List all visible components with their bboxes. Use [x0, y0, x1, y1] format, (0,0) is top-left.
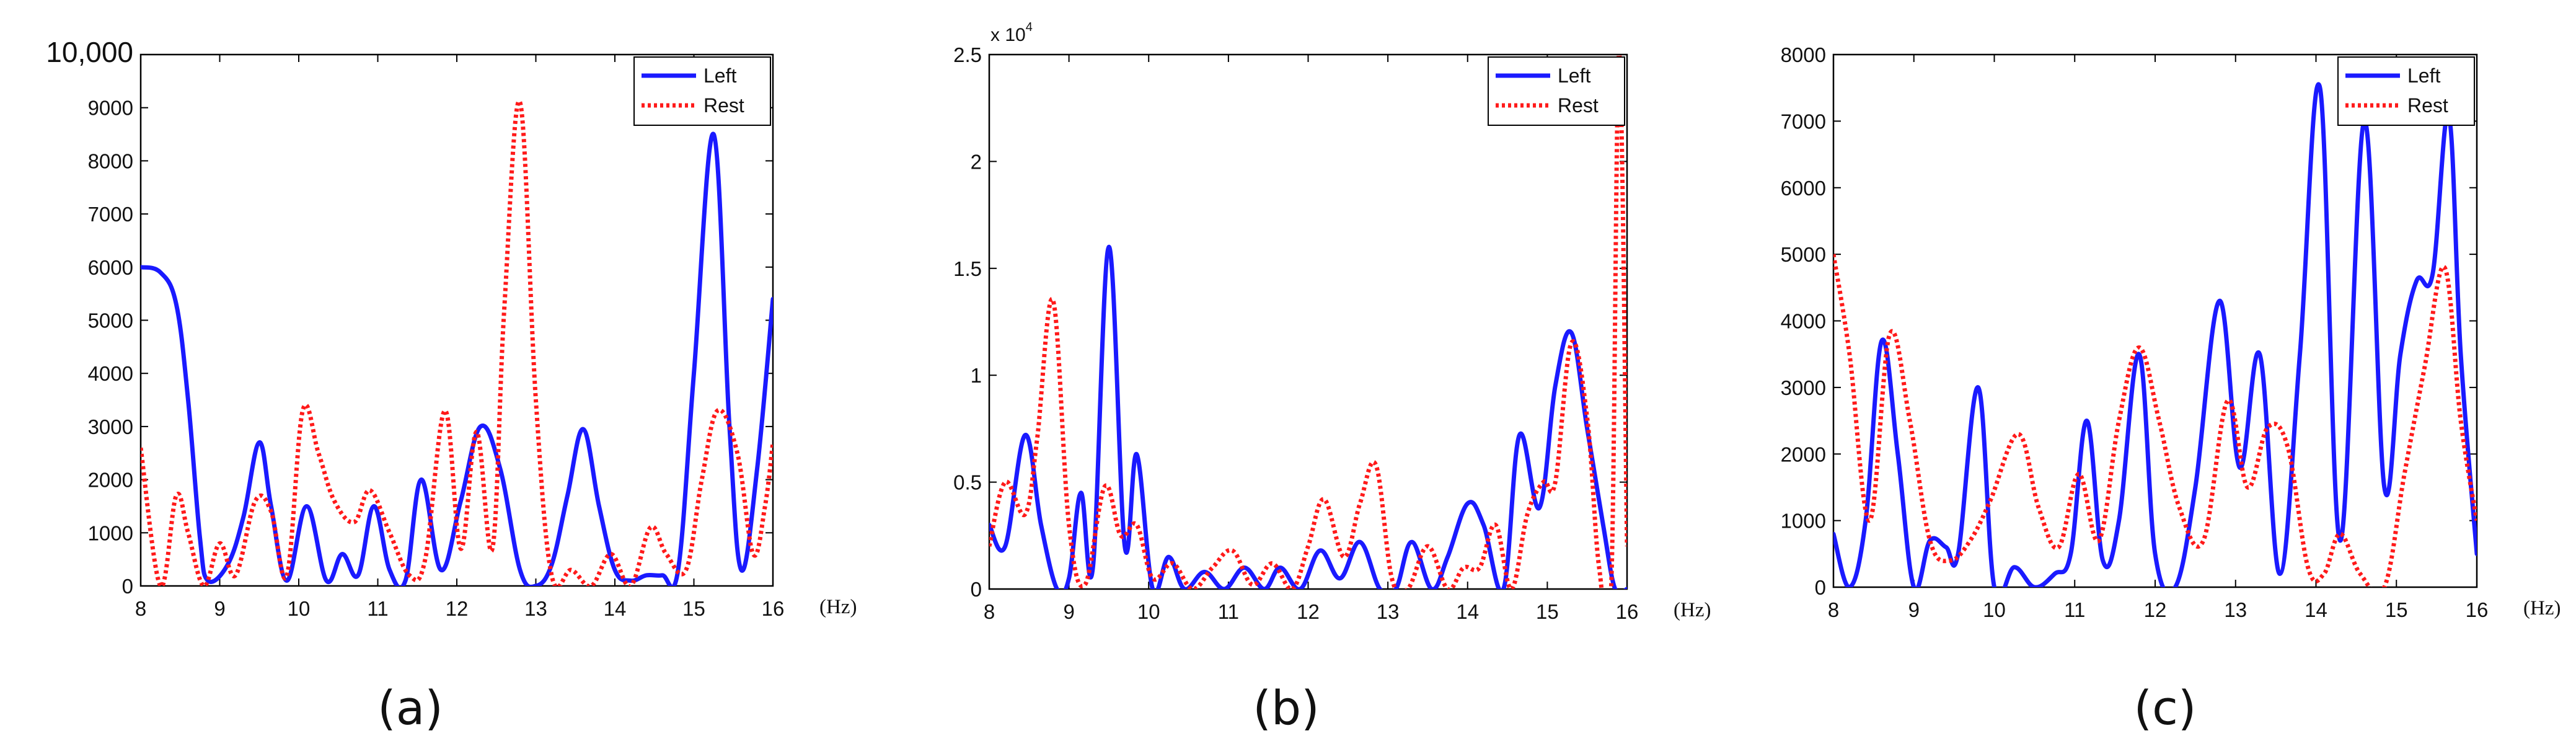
chart-panel-a: 8 9 10 11 12 13 14 15 16 (Hz) 0 1000 2000 3000 4000 500… — [46, 36, 857, 735]
x-tick-label: 10 — [288, 597, 311, 620]
y-tick-label: 4000 — [1781, 310, 1826, 333]
series-line-rest — [989, 55, 1627, 589]
x-tick-label: 13 — [524, 597, 547, 620]
x-tick-label: 8 — [135, 597, 146, 620]
y-tick-label: 1.5 — [953, 257, 982, 280]
y-tick-label: 6000 — [88, 256, 133, 279]
x-tick-label: 12 — [2144, 598, 2167, 621]
x-tick-label: 15 — [2385, 598, 2408, 621]
series-line-left — [989, 244, 1627, 589]
legend-label-rest: Rest — [1558, 94, 1599, 117]
x-tick-label: 15 — [682, 597, 705, 620]
x-tick-label: 11 — [1218, 600, 1239, 623]
legend-label-left: Left — [704, 64, 736, 87]
y-tick-label: 0 — [1815, 576, 1826, 599]
y-tick-label: 9000 — [88, 97, 133, 120]
panel-caption-b: (b) — [1253, 680, 1320, 735]
x-unit-label: (Hz) — [819, 596, 857, 618]
chart-panel-c: 8 9 10 11 12 13 14 15 16 (Hz) 0 1000 2000 3000 4000 500… — [1781, 43, 2561, 735]
x-tick-label: 12 — [446, 597, 469, 620]
panel-caption-a: (a) — [377, 680, 443, 735]
x-tick-label: 13 — [1377, 600, 1400, 623]
x-tick-label: 16 — [1616, 600, 1639, 623]
x-tick-label: 13 — [2224, 598, 2247, 621]
legend: Left Rest — [633, 56, 771, 126]
x-tick-label: 16 — [2466, 598, 2489, 621]
y-tick-label: 2.5 — [953, 43, 982, 66]
x-tick-label: 14 — [1456, 600, 1479, 623]
y-tick-label: 2000 — [88, 469, 133, 492]
x-tick-label: 15 — [1536, 600, 1559, 623]
legend-label-left: Left — [2407, 64, 2440, 87]
y-tick-label: 10,000 — [46, 36, 133, 68]
y-tick-label: 2 — [971, 150, 982, 173]
chart-panel-b: 8 9 10 11 12 13 14 15 16 (Hz) 0 0.5 1 1.5 2 2.5 x 104 Lef… — [953, 20, 1711, 735]
legend-label-rest: Rest — [2407, 94, 2448, 117]
x-tick-label: 11 — [367, 597, 388, 620]
y-tick-label: 7000 — [1781, 110, 1826, 133]
x-tick-label: 9 — [1908, 598, 1920, 621]
x-tick-label: 10 — [1137, 600, 1160, 623]
y-tick-label: 1000 — [88, 521, 133, 544]
y-tick-label: 1 — [971, 364, 982, 387]
legend-box — [2337, 56, 2475, 126]
series-line-rest — [141, 99, 773, 586]
y-tick-label: 3000 — [88, 415, 133, 438]
series-line-left — [141, 131, 773, 586]
y-exponent-power: 4 — [1026, 20, 1033, 34]
y-tick-label: 8000 — [88, 149, 133, 172]
plot-area — [1832, 53, 2478, 588]
legend: Left Rest — [1488, 56, 1625, 126]
y-tick-label: 3000 — [1781, 376, 1826, 399]
y-tick-label: 2000 — [1781, 443, 1826, 466]
y-tick-label: 0 — [122, 575, 133, 598]
x-tick-label: 9 — [1063, 600, 1074, 623]
x-tick-label: 12 — [1297, 600, 1320, 623]
legend-box — [633, 56, 771, 126]
panel-caption-c: (c) — [2133, 680, 2196, 735]
y-tick-label: 5000 — [1781, 243, 1826, 266]
y-tick-label: 7000 — [88, 203, 133, 226]
x-unit-label: (Hz) — [1674, 599, 1711, 621]
y-tick-label: 1000 — [1781, 510, 1826, 533]
y-exponent-base: x 10 — [990, 25, 1026, 45]
y-tick-label: 6000 — [1781, 177, 1826, 200]
x-tick-label: 16 — [762, 597, 785, 620]
y-tick-label: 8000 — [1781, 43, 1826, 66]
x-tick-label: 10 — [1983, 598, 2006, 621]
series-line-rest — [1833, 254, 2477, 587]
x-tick-label: 14 — [604, 597, 627, 620]
legend-label-rest: Rest — [704, 94, 744, 117]
x-tick-label: 14 — [2305, 598, 2327, 621]
y-tick-label: 0.5 — [953, 471, 982, 494]
y-tick-label: 4000 — [88, 362, 133, 385]
x-tick-label: 8 — [1828, 598, 1839, 621]
legend-box — [1488, 56, 1625, 126]
x-tick-label: 11 — [2064, 598, 2085, 621]
y-exponent-label: x 104 — [990, 20, 1033, 45]
y-tick-label: 0 — [971, 578, 982, 601]
legend: Left Rest — [2337, 56, 2475, 126]
y-tick-label: 5000 — [88, 309, 133, 332]
series-line-left — [1833, 82, 2477, 587]
x-tick-label: 8 — [984, 600, 995, 623]
legend-label-left: Left — [1558, 64, 1590, 87]
x-tick-label: 9 — [214, 597, 225, 620]
x-unit-label: (Hz) — [2523, 597, 2561, 619]
